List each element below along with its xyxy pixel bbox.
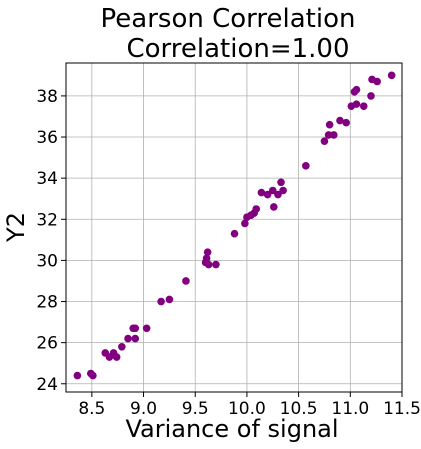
data-point [142, 324, 151, 333]
data-point [241, 219, 249, 228]
data-point [320, 137, 329, 145]
data-point [124, 334, 132, 343]
data-point [230, 229, 239, 238]
data-point [73, 371, 82, 380]
data-point [112, 353, 121, 361]
data-point [329, 131, 338, 139]
y-axis-ticks: 24 26 28 30 32 34 36 38 [36, 87, 66, 395]
data-point [89, 371, 97, 380]
y-tick-label: 26 [36, 334, 58, 354]
data-point [257, 188, 266, 197]
x-tick-label: 10.5 [280, 399, 318, 419]
y-tick-label: 34 [36, 169, 58, 189]
data-point [165, 295, 174, 304]
data-point [336, 116, 344, 125]
x-tick-label: 11.0 [331, 399, 369, 419]
y-tick-label: 36 [36, 128, 58, 148]
y-tick-label: 32 [36, 210, 58, 230]
data-point [387, 71, 396, 80]
data-point [204, 260, 213, 269]
data-point [131, 334, 140, 343]
x-tick-label: 9.0 [130, 399, 157, 419]
data-point [274, 190, 282, 199]
y-tick-label: 24 [36, 375, 58, 395]
data-point [302, 162, 310, 170]
x-tick-label: 9.5 [182, 399, 209, 419]
data-point [268, 186, 277, 195]
data-point [359, 102, 368, 110]
chart-title: Pearson Correlation [101, 4, 356, 34]
y-axis-label: Y2 [2, 212, 30, 243]
data-point [182, 277, 190, 285]
data-point [118, 342, 126, 351]
x-axis-ticks: 8.5 9.0 9.5 10.0 10.5 11.0 11.5 [78, 392, 421, 419]
data-point [157, 297, 165, 306]
y-tick-label: 38 [36, 87, 58, 107]
data-point [279, 186, 287, 195]
grid-lines [66, 63, 403, 392]
data-point [263, 190, 272, 199]
y-tick-label: 30 [36, 251, 58, 271]
data-point [342, 118, 350, 127]
data-point [203, 248, 212, 256]
data-point [373, 77, 381, 86]
y-tick-label: 28 [36, 293, 58, 313]
x-tick-label: 8.5 [78, 399, 105, 419]
x-tick-label: 11.5 [383, 399, 421, 419]
data-point [270, 203, 278, 211]
data-point [277, 178, 285, 187]
data-points [73, 71, 396, 380]
plot-frame [65, 62, 403, 393]
data-point [131, 324, 140, 333]
data-point [352, 100, 361, 108]
data-point [352, 85, 361, 94]
x-axis-label: Variance of signal [125, 415, 338, 443]
data-point [212, 260, 220, 269]
data-point [252, 205, 261, 213]
chart-subtitle: Correlation=1.00 [126, 34, 349, 64]
data-point [325, 120, 334, 129]
x-tick-label: 10.0 [228, 399, 266, 419]
data-point [202, 254, 211, 263]
data-point [367, 92, 375, 100]
